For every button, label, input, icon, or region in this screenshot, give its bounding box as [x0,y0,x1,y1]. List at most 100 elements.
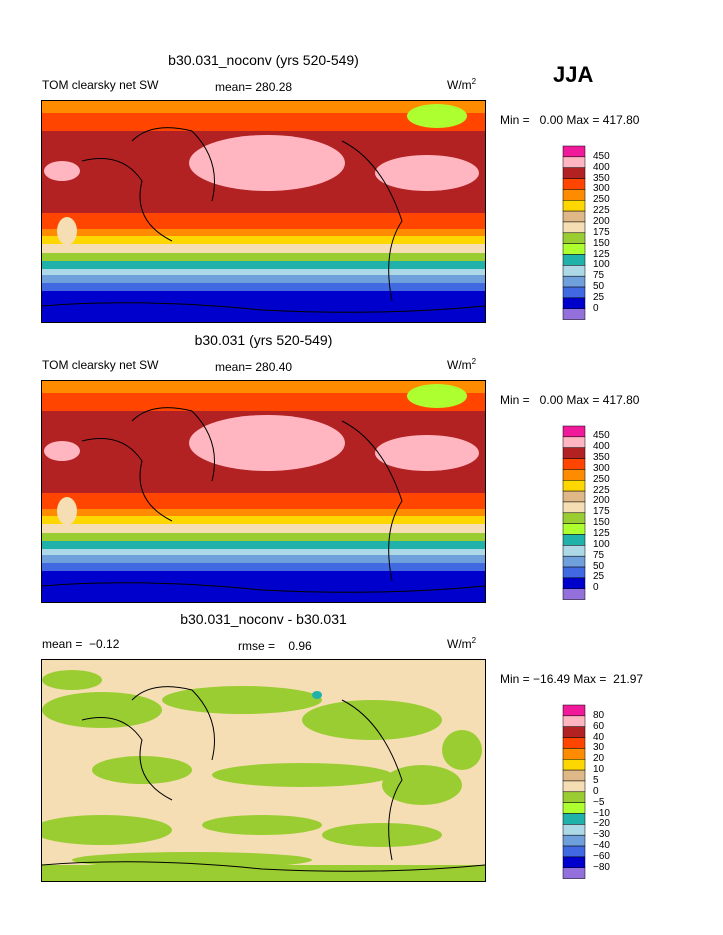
map [41,379,486,603]
left-label: mean = −0.12 [42,637,120,651]
colorbar-box [562,243,586,255]
colorbar-label: 200 [593,215,610,227]
map-frame [41,379,486,603]
field-region [57,217,77,245]
colorbar-label: 50 [593,281,605,293]
units: W/m2 [447,636,477,651]
field-region [322,823,442,847]
units: W/m2 [447,356,477,372]
colorbar-label: −30 [593,829,610,841]
colorbar [562,704,586,879]
colorbar-label: 400 [593,441,610,453]
colorbar-label: 75 [593,270,605,282]
left-label: TOM clearsky net SW [42,78,159,92]
field-band [42,213,485,229]
colorbar-box [562,802,586,814]
colorbar-label: 20 [593,753,605,765]
panel-title: b30.031 (yrs 520-549) [194,331,333,348]
field-band [42,540,485,549]
colorbar-box [562,780,586,793]
colorbar-box [562,555,586,567]
coastline [41,406,486,593]
field-region [189,414,345,471]
colorbar-label: 350 [593,172,610,184]
field-region [382,765,462,805]
colorbar-box [562,704,586,717]
field-band [42,275,485,283]
left-label: TOM clearsky net SW [42,357,159,372]
colorbar-label: 0 [593,785,599,797]
colorbar-box [562,468,586,481]
map [41,100,486,323]
field-band [42,283,485,291]
colorbar [562,145,586,320]
colorbar-box [562,769,586,782]
colorbar-box [562,254,586,266]
colorbar-label: −80 [593,861,610,873]
field-region [202,815,322,835]
field-region [42,670,102,690]
map-frame [41,100,486,323]
map-frame [41,659,486,882]
field-band [42,532,485,541]
colorbar-label: 200 [593,495,610,507]
colorbar-box [562,286,586,299]
colorbar-box [562,726,586,738]
colorbar-box [562,275,586,288]
colorbar-box [562,522,586,535]
field-band [42,492,485,509]
colorbar-label: 25 [593,291,605,303]
colorbar-label: 225 [593,205,610,217]
colorbar-label: 400 [593,161,610,173]
colorbar-box [562,715,586,727]
colorbar-label: −10 [593,807,610,819]
colorbar-box [562,544,586,556]
colorbar-box [562,265,586,277]
units: W/m2 [447,77,477,92]
colorbar-label: 300 [593,183,610,195]
field-region [407,383,467,408]
panel-title: b30.031_noconv - b30.031 [180,611,347,627]
colorbar-box [562,479,586,491]
min-max: Min = −16.49 Max = 21.97 [500,672,644,686]
field-band [42,562,485,571]
colorbar-box [562,791,586,803]
colorbar-box [562,533,586,546]
field-band [42,113,485,131]
colorbar-label: 175 [593,506,610,518]
coastline [41,127,486,313]
colorbar-label: 225 [593,484,610,496]
colorbar-label: −5 [593,796,605,808]
colorbar-label: 50 [593,560,605,572]
colorbar-box [562,189,586,201]
colorbar-label: 100 [593,538,610,550]
field-band [42,515,485,524]
field-region [44,440,80,461]
field-band [42,244,485,253]
colorbar-label: 80 [593,709,605,721]
colorbar-label: 75 [593,549,605,561]
colorbar-box [562,759,586,771]
colorbar-box [562,737,586,749]
field-band [42,548,485,555]
colorbar-label: 0 [593,302,599,314]
field-band [42,554,485,563]
field-region [42,692,162,728]
coastline [41,686,486,872]
stat-label: rmse = 0.96 [238,639,312,653]
colorbar-box [562,167,586,179]
colorbar-label: 250 [593,194,610,206]
colorbar-box [562,813,586,825]
colorbar-box [562,308,586,320]
field-region [44,161,80,181]
map-field [41,101,486,322]
field-region [375,434,479,471]
colorbar-label: 100 [593,259,610,271]
colorbar-box [562,867,586,879]
colorbar-box [562,748,586,760]
colorbar-box [562,845,586,858]
colorbar-label: 300 [593,462,610,474]
colorbar-box [562,834,586,847]
field-region [375,155,479,191]
